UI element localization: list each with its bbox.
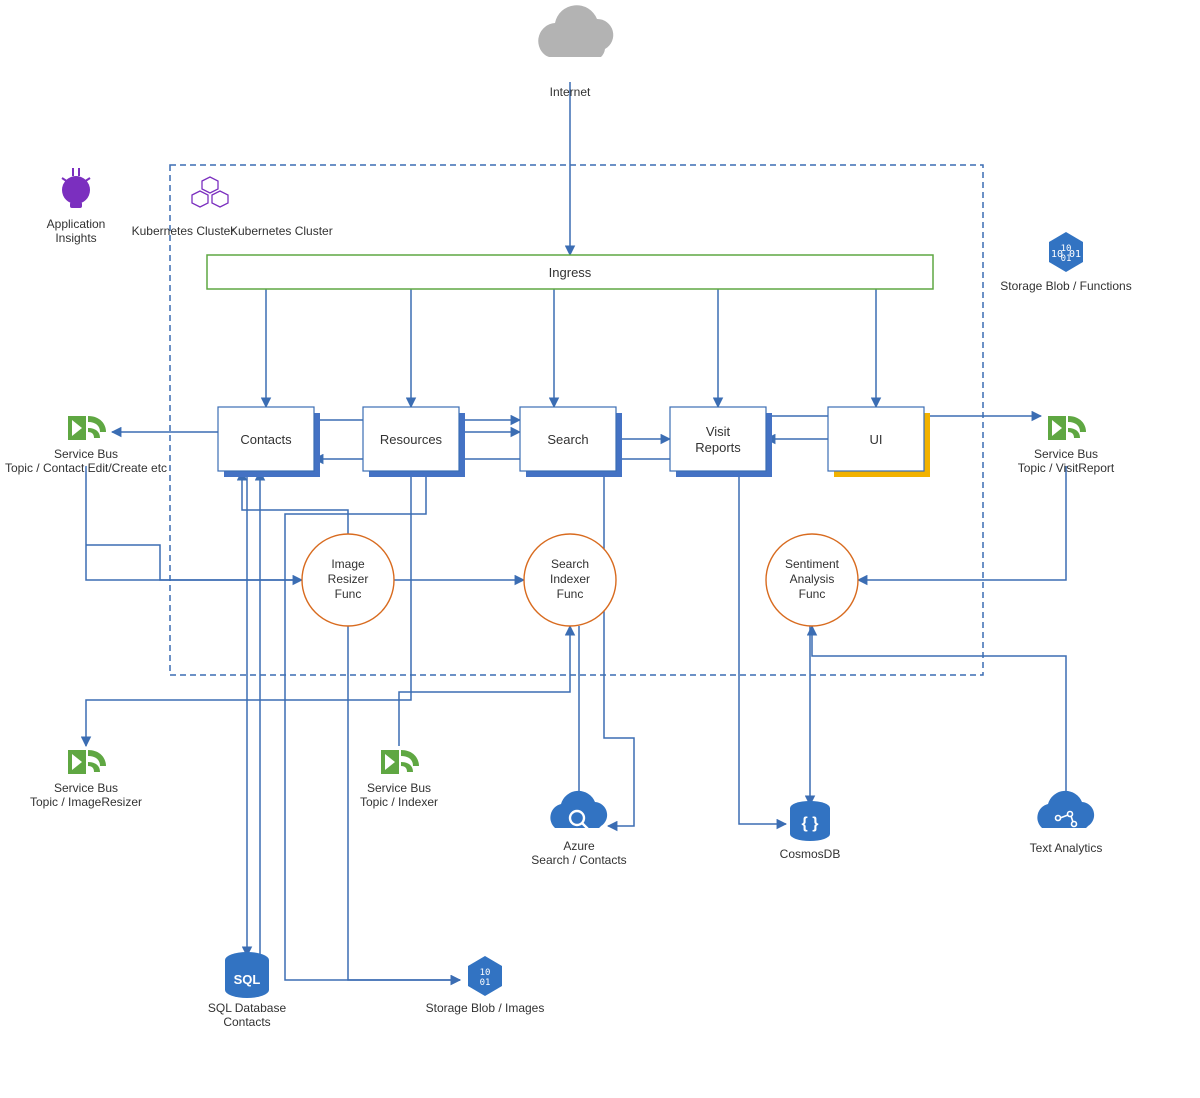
svg-text:Contacts: Contacts [240, 432, 292, 447]
brain-cloud-icon [1037, 791, 1094, 828]
ingress-node: Ingress [207, 255, 933, 289]
storage-images-node: 10 01 Storage Blob / Images [426, 956, 545, 1015]
svg-text:Kubernetes Cluster: Kubernetes Cluster [230, 224, 333, 238]
svg-text:01: 01 [480, 978, 491, 988]
search-cloud-icon [550, 791, 607, 830]
lightbulb-icon [62, 168, 90, 208]
svg-text:AzureSearch / Contacts: AzureSearch / Contacts [531, 839, 626, 867]
servicebus-icon [1048, 416, 1086, 440]
func-search-indexer: SearchIndexerFunc [524, 534, 616, 626]
svg-text:Search: Search [547, 432, 588, 447]
func-sentiment: SentimentAnalysisFunc [766, 534, 858, 626]
svg-text:UI: UI [870, 432, 883, 447]
service-resources: Resources [363, 407, 465, 477]
svg-text:Internet: Internet [550, 85, 591, 99]
svg-text:01: 01 [1061, 254, 1072, 264]
kubernetes-icon [192, 177, 228, 207]
service-contacts: Contacts [218, 407, 320, 477]
hexagon-icon: 10 01 [468, 956, 502, 996]
ingress-label: Ingress [549, 265, 592, 280]
svg-text:10: 10 [480, 968, 491, 978]
cluster-label: Kubernetes Cluster [132, 224, 235, 238]
svg-text:Text Analytics: Text Analytics [1030, 841, 1103, 855]
svg-text:Service BusTopic / ImageResiz: Service BusTopic / ImageResizer [30, 781, 142, 809]
svg-text:10: 10 [1061, 244, 1072, 254]
sql-db-node: SQL SQL DatabaseContacts [208, 952, 287, 1029]
text-analytics-node: Text Analytics [1030, 791, 1103, 855]
svg-text:{ }: { } [802, 815, 819, 832]
cloud-icon [538, 5, 613, 57]
svg-text:SQL DatabaseContacts: SQL DatabaseContacts [208, 1001, 287, 1029]
service-ui: UI [828, 407, 930, 477]
sb-indexer-node: Service BusTopic / Indexer [360, 750, 438, 809]
svg-text:SQL: SQL [234, 972, 261, 987]
database-icon: { } [790, 801, 830, 841]
svg-text:Service BusTopic / Indexer: Service BusTopic / Indexer [360, 781, 438, 809]
svg-text:Storage Blob / Functions: Storage Blob / Functions [1000, 279, 1131, 293]
internet-node: Internet [538, 5, 613, 99]
hexagon-icon: 10 01 10 01 [1049, 232, 1083, 272]
service-search: Search [520, 407, 622, 477]
servicebus-icon [381, 750, 419, 774]
cosmosdb-node: { } CosmosDB [780, 801, 841, 861]
servicebus-icon [68, 750, 106, 774]
app-insights-node: ApplicationInsights [47, 168, 106, 245]
svg-text:CosmosDB: CosmosDB [780, 847, 841, 861]
sb-contact-node: Service BusTopic / Contact Edit/Create e… [5, 416, 167, 475]
svg-text:Storage Blob / Images: Storage Blob / Images [426, 1001, 545, 1015]
storage-functions-node: 10 01 10 01 Storage Blob / Functions [1000, 232, 1131, 293]
svg-text:Service BusTopic / Contact Edi: Service BusTopic / Contact Edit/Create e… [5, 447, 167, 475]
svg-text:Resources: Resources [380, 432, 443, 447]
svg-text:Service BusTopic / VisitReport: Service BusTopic / VisitReport [1018, 447, 1115, 475]
servicebus-icon [68, 416, 106, 440]
sb-visitreport-node: Service BusTopic / VisitReport [1018, 416, 1115, 475]
sql-database-icon: SQL [225, 952, 269, 998]
azure-search-node: AzureSearch / Contacts [531, 791, 626, 867]
func-image-resizer: ImageResizerFunc [302, 534, 394, 626]
service-visit-reports: VisitReports [670, 407, 772, 477]
svg-text:ApplicationInsights: ApplicationInsights [47, 217, 106, 245]
sb-imageresizer-node: Service BusTopic / ImageResizer [30, 750, 142, 809]
